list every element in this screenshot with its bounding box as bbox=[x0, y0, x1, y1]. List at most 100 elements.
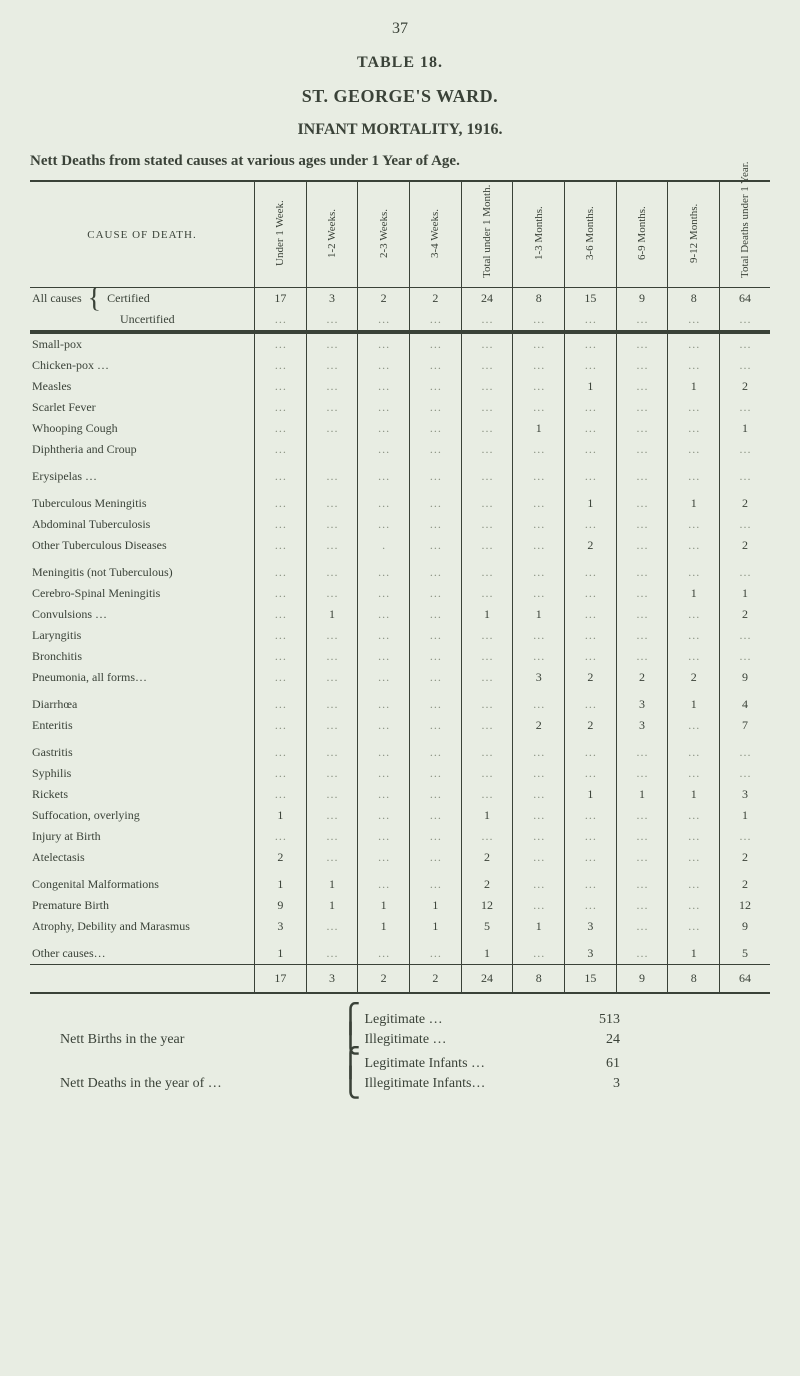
cell: … bbox=[410, 355, 462, 376]
cell: … bbox=[255, 309, 307, 331]
cell: … bbox=[565, 826, 617, 847]
cause-cell: Diarrhœa bbox=[30, 694, 255, 715]
cell: … bbox=[513, 763, 565, 784]
cell: 1 bbox=[255, 805, 307, 826]
header-row: CAUSE OF DEATH. Under 1 Week. 1-2 Weeks.… bbox=[30, 181, 770, 288]
cell: … bbox=[255, 493, 307, 514]
cell: … bbox=[255, 466, 307, 487]
cell: … bbox=[461, 493, 513, 514]
cell: … bbox=[668, 604, 720, 625]
cell: 1 bbox=[513, 604, 565, 625]
cell: … bbox=[410, 493, 462, 514]
col-3-6-months: 3-6 Months. bbox=[565, 181, 617, 288]
cell: … bbox=[513, 355, 565, 376]
cell: … bbox=[306, 667, 358, 688]
cell: … bbox=[410, 309, 462, 331]
cell: … bbox=[668, 333, 720, 355]
cell: … bbox=[461, 397, 513, 418]
table-row: Measles………………1…12 bbox=[30, 376, 770, 397]
cell: 24 bbox=[461, 288, 513, 310]
cell: … bbox=[668, 916, 720, 937]
cell: … bbox=[513, 376, 565, 397]
cause-cell: Syphilis bbox=[30, 763, 255, 784]
cell: … bbox=[461, 309, 513, 331]
cell: 9 bbox=[720, 667, 770, 688]
cell: … bbox=[358, 742, 410, 763]
cause-cell: Meningitis (not Tuberculous) bbox=[30, 562, 255, 583]
cell: 2 bbox=[513, 715, 565, 736]
cell: . bbox=[358, 535, 410, 556]
cause-cell: Tuberculous Meningitis bbox=[30, 493, 255, 514]
cell: … bbox=[565, 646, 617, 667]
total-cell: 2 bbox=[410, 965, 462, 994]
cell: … bbox=[668, 562, 720, 583]
cell: … bbox=[616, 826, 668, 847]
cell: … bbox=[720, 826, 770, 847]
cell: … bbox=[720, 397, 770, 418]
cell: 2 bbox=[668, 667, 720, 688]
cell: … bbox=[306, 943, 358, 965]
cell: … bbox=[306, 514, 358, 535]
cell: … bbox=[410, 535, 462, 556]
cell: … bbox=[513, 874, 565, 895]
cell: 3 bbox=[616, 715, 668, 736]
cell: … bbox=[616, 742, 668, 763]
cell: 2 bbox=[410, 288, 462, 310]
cell: … bbox=[668, 805, 720, 826]
total-cell: 8 bbox=[513, 965, 565, 994]
cell: … bbox=[358, 763, 410, 784]
table-row: Gastritis………………………… bbox=[30, 742, 770, 763]
cell: 1 bbox=[565, 784, 617, 805]
cell: … bbox=[306, 309, 358, 331]
cell: … bbox=[616, 418, 668, 439]
cell: … bbox=[461, 715, 513, 736]
col-3-4-weeks: 3-4 Weeks. bbox=[410, 181, 462, 288]
cell: 2 bbox=[461, 874, 513, 895]
ward-title: ST. GEORGE'S WARD. bbox=[30, 86, 770, 107]
cell: … bbox=[358, 943, 410, 965]
cause-cell: Laryngitis bbox=[30, 625, 255, 646]
cell: … bbox=[410, 397, 462, 418]
cell: … bbox=[513, 625, 565, 646]
table-row: Whooping Cough……………1………1 bbox=[30, 418, 770, 439]
cell: … bbox=[306, 418, 358, 439]
cell: … bbox=[565, 847, 617, 868]
cell: … bbox=[410, 439, 462, 460]
cell: … bbox=[255, 667, 307, 688]
cell: … bbox=[668, 309, 720, 331]
cell: 1 bbox=[720, 805, 770, 826]
cell: 5 bbox=[720, 943, 770, 965]
col-under-1-week: Under 1 Week. bbox=[255, 181, 307, 288]
cell: 2 bbox=[358, 288, 410, 310]
table-row: Suffocation, overlying1………1…………1 bbox=[30, 805, 770, 826]
cell: … bbox=[616, 562, 668, 583]
col-cause: CAUSE OF DEATH. bbox=[30, 181, 255, 288]
cell: … bbox=[461, 439, 513, 460]
cell: … bbox=[461, 667, 513, 688]
cell: … bbox=[358, 805, 410, 826]
cell: … bbox=[410, 667, 462, 688]
cell: … bbox=[410, 625, 462, 646]
cell: 1 bbox=[668, 943, 720, 965]
cell: 3 bbox=[513, 667, 565, 688]
cause-cell: Pneumonia, all forms… bbox=[30, 667, 255, 688]
cell: … bbox=[565, 333, 617, 355]
uncertified-label: Uncertified bbox=[120, 312, 175, 326]
cell: … bbox=[306, 397, 358, 418]
cell: … bbox=[410, 694, 462, 715]
cell: 12 bbox=[461, 895, 513, 916]
total-cell: 2 bbox=[358, 965, 410, 994]
table-label: TABLE 18. bbox=[30, 54, 770, 72]
cell: … bbox=[358, 514, 410, 535]
cell: … bbox=[616, 355, 668, 376]
cell: 8 bbox=[668, 288, 720, 310]
table-row: Diphtheria and Croup……………………… bbox=[30, 439, 770, 460]
all-causes-certified-row: All causes { Certified 17 3 2 2 24 8 15 … bbox=[30, 288, 770, 310]
table-row: Laryngitis………………………… bbox=[30, 625, 770, 646]
cell: … bbox=[358, 466, 410, 487]
table-row: Chicken-pox …………………………… bbox=[30, 355, 770, 376]
cell: … bbox=[306, 493, 358, 514]
table-row: Atrophy, Debility and Marasmus3…11513……9 bbox=[30, 916, 770, 937]
legitimate-value: 513 bbox=[560, 1012, 620, 1028]
cell: 3 bbox=[255, 916, 307, 937]
